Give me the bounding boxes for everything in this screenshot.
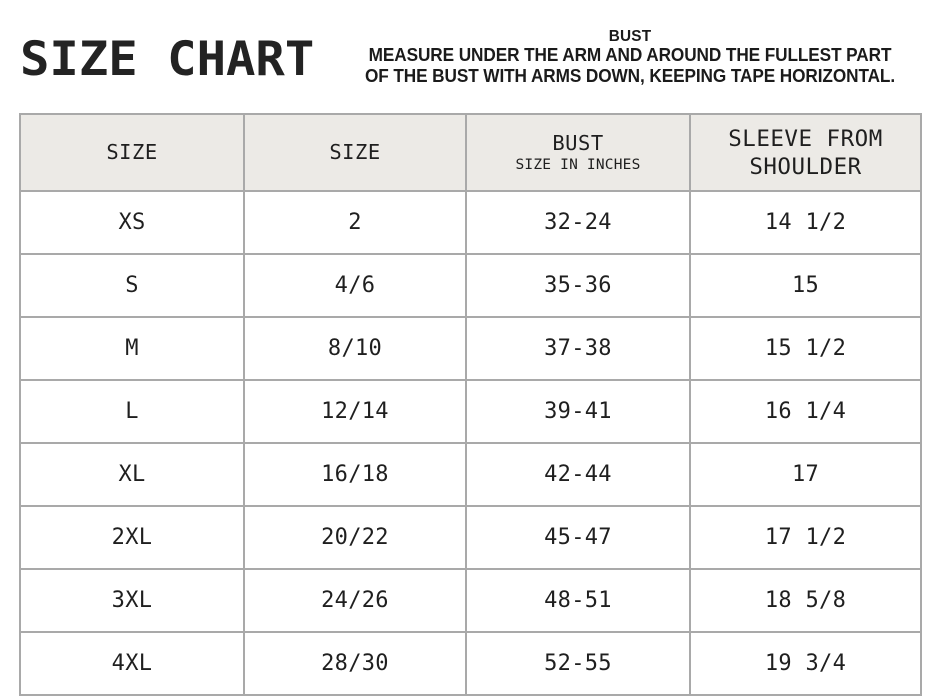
cell-sleeve: 16 1/4 <box>689 379 922 444</box>
size-chart-table: SIZE SIZE BUST SIZE IN INCHES SLEEVE FRO… <box>19 113 922 696</box>
cell-bust: 42-44 <box>465 442 691 507</box>
cell-size: XS <box>19 190 245 255</box>
cell-size: 3XL <box>19 568 245 633</box>
table-body: XS 2 32-24 14 1/2 S 4/6 35-36 15 M 8/10 … <box>19 190 922 696</box>
instruction-line-1: MEASURE UNDER THE ARM AND AROUND THE FUL… <box>368 44 892 65</box>
cell-bust: 48-51 <box>465 568 691 633</box>
cell-size: 2XL <box>19 505 245 570</box>
measurement-label: BUST <box>608 28 652 45</box>
cell-numeric: 24/26 <box>243 568 467 633</box>
instruction-line-2: OF THE BUST WITH ARMS DOWN, KEEPING TAPE… <box>364 64 896 86</box>
table-row: 2XL 20/22 45-47 17 1/2 <box>19 505 922 570</box>
cell-bust: 35-36 <box>465 253 691 318</box>
cell-bust: 32-24 <box>465 190 691 255</box>
cell-size: S <box>19 253 245 318</box>
cell-size: L <box>19 379 245 444</box>
cell-numeric: 2 <box>243 190 467 255</box>
table-header-row: SIZE SIZE BUST SIZE IN INCHES SLEEVE FRO… <box>19 113 922 192</box>
table-row: XL 16/18 42-44 17 <box>19 442 922 507</box>
column-header-label: SIZE <box>329 140 381 164</box>
cell-numeric: 4/6 <box>243 253 467 318</box>
chart-header: SIZE CHART BUST MEASURE UNDER THE ARM AN… <box>0 0 939 113</box>
cell-sleeve: 19 3/4 <box>689 631 922 696</box>
table-row: XS 2 32-24 14 1/2 <box>19 190 922 255</box>
measurement-instructions: BUST MEASURE UNDER THE ARM AND AROUND TH… <box>330 28 930 86</box>
cell-size: 4XL <box>19 631 245 696</box>
table-row: L 12/14 39-41 16 1/4 <box>19 379 922 444</box>
column-header-label-line2: SHOULDER <box>749 153 862 180</box>
cell-numeric: 8/10 <box>243 316 467 381</box>
cell-sleeve: 17 <box>689 442 922 507</box>
table-row: 3XL 24/26 48-51 18 5/8 <box>19 568 922 633</box>
column-header-label: BUST <box>552 131 604 155</box>
column-header-label: SIZE <box>106 140 158 164</box>
table-row: S 4/6 35-36 15 <box>19 253 922 318</box>
column-header-bust: BUST SIZE IN INCHES <box>465 113 691 192</box>
cell-numeric: 12/14 <box>243 379 467 444</box>
page-title: SIZE CHART <box>20 32 315 87</box>
table-row: 4XL 28/30 52-55 19 3/4 <box>19 631 922 696</box>
column-header-size-letter: SIZE <box>19 113 245 192</box>
cell-bust: 39-41 <box>465 379 691 444</box>
column-header-label-line1: SLEEVE FROM <box>728 125 883 152</box>
cell-size: M <box>19 316 245 381</box>
cell-sleeve: 17 1/2 <box>689 505 922 570</box>
cell-sleeve: 15 1/2 <box>689 316 922 381</box>
column-header-sublabel: SIZE IN INCHES <box>515 157 641 173</box>
column-header-sleeve: SLEEVE FROM SHOULDER <box>689 113 922 192</box>
cell-sleeve: 15 <box>689 253 922 318</box>
cell-sleeve: 18 5/8 <box>689 568 922 633</box>
cell-bust: 45-47 <box>465 505 691 570</box>
cell-numeric: 20/22 <box>243 505 467 570</box>
table-row: M 8/10 37-38 15 1/2 <box>19 316 922 381</box>
cell-sleeve: 14 1/2 <box>689 190 922 255</box>
cell-bust: 52-55 <box>465 631 691 696</box>
cell-numeric: 16/18 <box>243 442 467 507</box>
cell-bust: 37-38 <box>465 316 691 381</box>
column-header-size-numeric: SIZE <box>243 113 467 192</box>
cell-size: XL <box>19 442 245 507</box>
cell-numeric: 28/30 <box>243 631 467 696</box>
